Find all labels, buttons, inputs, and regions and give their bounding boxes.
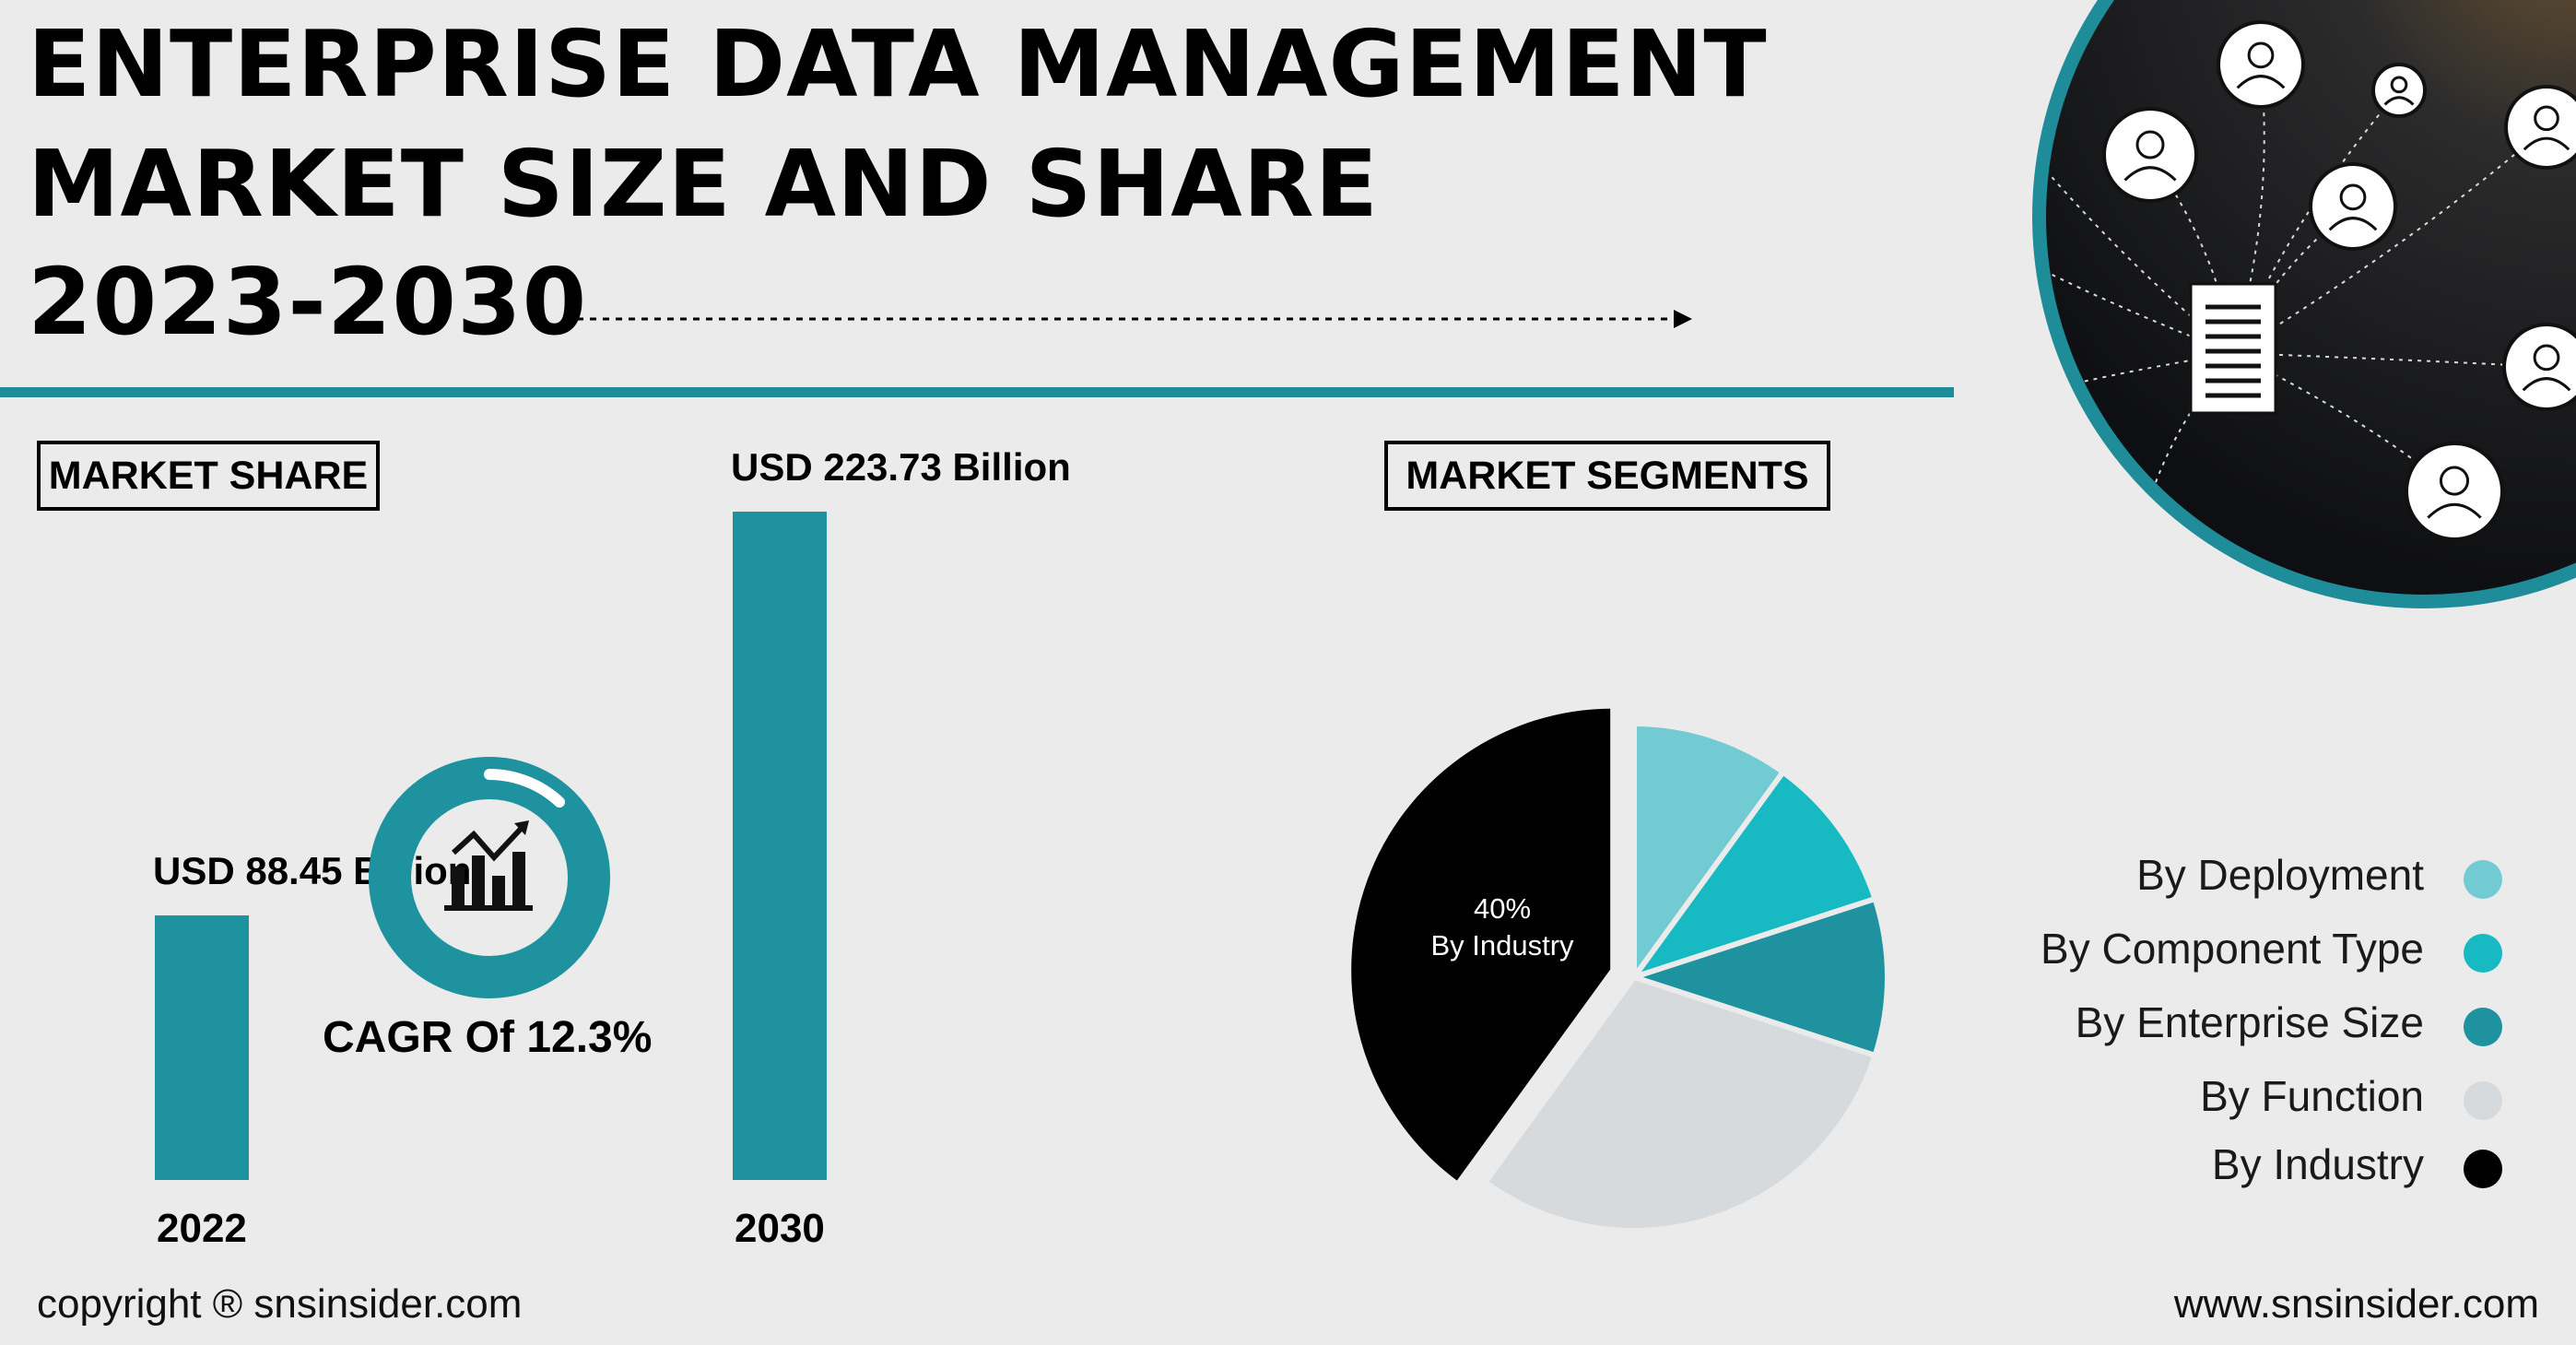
legend-label-by-industry: By Industry (2211, 1140, 2424, 1188)
legend-dot-by-enterprise-size (2464, 1008, 2502, 1046)
user-body-icon (2522, 377, 2571, 392)
user-body-icon (2328, 217, 2378, 231)
pie-slice-by-industry (1346, 702, 1617, 1188)
pie-slice-by-function (1481, 973, 1879, 1233)
pie-highlight-name-label: By Industry (1430, 929, 1574, 962)
pie-slice-by-component-type (1627, 768, 1879, 983)
page-title-line-1: ENTERPRISE DATA MANAGEMENT (28, 10, 1768, 118)
user-body-icon (2383, 96, 2415, 106)
bar-category-label-2030: 2030 (735, 1206, 825, 1251)
user-head-icon (2533, 344, 2560, 372)
bar-value-label-2022: USD 88.45 Billion (153, 849, 472, 893)
bar-value-label-2030: USD 223.73 Billion (731, 445, 1071, 490)
user-body-icon (2427, 502, 2482, 519)
pie-slice-by-deployment (1631, 720, 1787, 986)
user-head-icon (2390, 76, 2408, 94)
legend-label-by-deployment: By Deployment (2136, 851, 2424, 899)
legend-dot-by-deployment (2464, 860, 2502, 899)
market-segments-label: MARKET SEGMENTS (1384, 441, 1830, 511)
user-head-icon (2135, 130, 2165, 159)
legend-label-by-function: By Function (2200, 1072, 2424, 1120)
copyright-text: copyright ® snsinsider.com (37, 1281, 523, 1327)
user-body-icon (2123, 166, 2177, 182)
user-head-icon (2534, 105, 2559, 132)
user-head-icon (2247, 41, 2275, 69)
legend-dot-by-industry (2464, 1150, 2502, 1188)
bar-2022 (155, 915, 249, 1180)
bar-chart-growth-icon (444, 820, 533, 911)
legend-dot-by-component-type (2464, 934, 2502, 973)
user-head-icon (2339, 183, 2367, 211)
user-body-icon (2236, 75, 2286, 89)
user-head-icon (2439, 466, 2470, 496)
cagr-ring-highlight (484, 769, 565, 808)
user-body-icon (2523, 136, 2570, 151)
bar-2030 (733, 512, 827, 1180)
page-title-line-3: 2023-2030 (28, 248, 588, 356)
bar-category-label-2022: 2022 (157, 1206, 247, 1251)
pie-slice-by-enterprise-size (1625, 895, 1890, 1059)
pie-highlight-value-label: 40% (1474, 892, 1531, 925)
cagr-text: CAGR Of 12.3% (323, 1013, 653, 1062)
website-link[interactable]: www.snsinsider.com (2173, 1281, 2539, 1327)
page-title-line-2: MARKET SIZE AND SHARE (28, 130, 1379, 238)
header-divider (0, 387, 1954, 397)
network-link (2046, 99, 2234, 354)
market-share-label: MARKET SHARE (37, 441, 380, 511)
legend-label-by-component-type: By Component Type (2041, 925, 2424, 973)
legend-dot-by-function (2464, 1081, 2502, 1120)
legend-label-by-enterprise-size: By Enterprise Size (2075, 998, 2424, 1046)
network-link (2232, 126, 2547, 354)
